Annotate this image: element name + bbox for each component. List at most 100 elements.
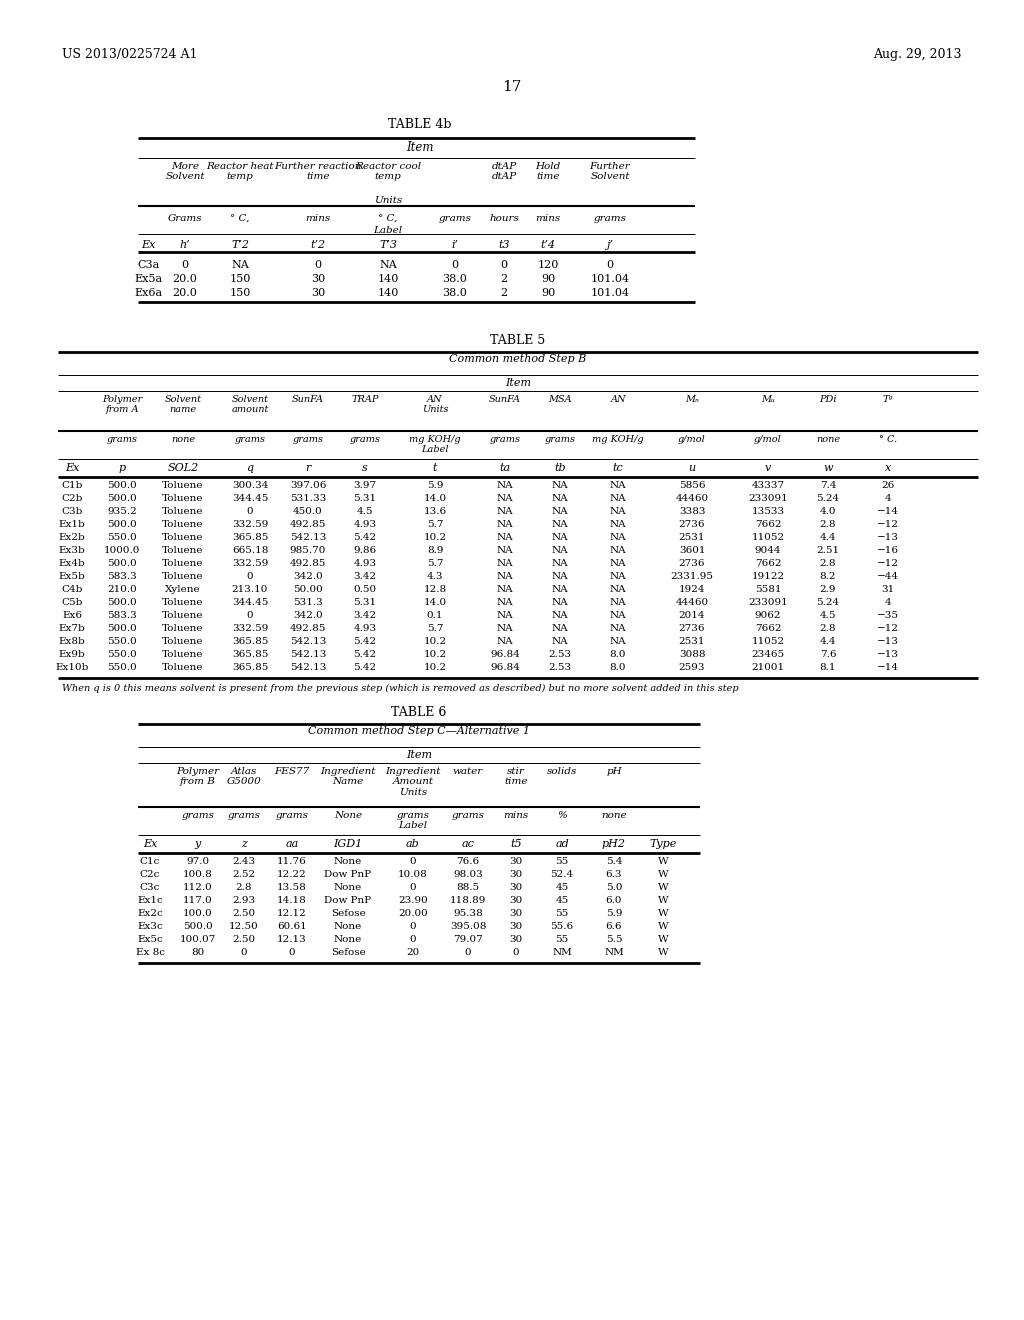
Text: NA: NA xyxy=(497,533,513,543)
Text: 4.93: 4.93 xyxy=(353,520,377,529)
Text: 500.0: 500.0 xyxy=(183,921,213,931)
Text: 5.31: 5.31 xyxy=(353,494,377,503)
Text: Ex2b: Ex2b xyxy=(58,533,85,543)
Text: Toluene: Toluene xyxy=(162,649,204,659)
Text: Toluene: Toluene xyxy=(162,520,204,529)
Text: 492.85: 492.85 xyxy=(290,624,327,634)
Text: grams: grams xyxy=(489,436,520,444)
Text: t’2: t’2 xyxy=(310,240,326,249)
Text: 11052: 11052 xyxy=(752,638,784,645)
Text: NM: NM xyxy=(552,948,571,957)
Text: 44460: 44460 xyxy=(676,598,709,607)
Text: 30: 30 xyxy=(509,935,522,944)
Text: z: z xyxy=(241,840,247,849)
Text: 90: 90 xyxy=(541,275,555,284)
Text: 5.9: 5.9 xyxy=(427,480,443,490)
Text: Toluene: Toluene xyxy=(162,638,204,645)
Text: Solvent
amount: Solvent amount xyxy=(231,395,268,414)
Text: Sefose: Sefose xyxy=(331,909,366,917)
Text: 2736: 2736 xyxy=(679,558,706,568)
Text: None: None xyxy=(334,857,362,866)
Text: 5.0: 5.0 xyxy=(606,883,623,892)
Text: 300.34: 300.34 xyxy=(231,480,268,490)
Text: t: t xyxy=(433,463,437,473)
Text: 0: 0 xyxy=(247,572,253,581)
Text: 0: 0 xyxy=(181,260,188,271)
Text: ad: ad xyxy=(555,840,569,849)
Text: −12: −12 xyxy=(877,624,899,634)
Text: T’2: T’2 xyxy=(231,240,249,249)
Text: 5.24: 5.24 xyxy=(816,598,840,607)
Text: 11052: 11052 xyxy=(752,533,784,543)
Text: 117.0: 117.0 xyxy=(183,896,213,906)
Text: 150: 150 xyxy=(229,275,251,284)
Text: t5: t5 xyxy=(510,840,522,849)
Text: NA: NA xyxy=(497,480,513,490)
Text: mg KOH/g: mg KOH/g xyxy=(592,436,644,444)
Text: None: None xyxy=(334,935,362,944)
Text: 2.9: 2.9 xyxy=(820,585,837,594)
Text: 96.84: 96.84 xyxy=(490,649,520,659)
Text: 2.8: 2.8 xyxy=(236,883,252,892)
Text: −12: −12 xyxy=(877,520,899,529)
Text: SOL2: SOL2 xyxy=(167,463,199,473)
Text: h’: h’ xyxy=(179,240,190,249)
Text: NA: NA xyxy=(609,546,627,554)
Text: 342.0: 342.0 xyxy=(293,611,323,620)
Text: Item: Item xyxy=(505,378,531,388)
Text: 5.4: 5.4 xyxy=(606,857,623,866)
Text: 550.0: 550.0 xyxy=(108,663,137,672)
Text: NA: NA xyxy=(497,558,513,568)
Text: 4.0: 4.0 xyxy=(820,507,837,516)
Text: SunFA: SunFA xyxy=(292,395,324,404)
Text: NA: NA xyxy=(609,494,627,503)
Text: W: W xyxy=(657,870,669,879)
Text: 26: 26 xyxy=(882,480,895,490)
Text: 38.0: 38.0 xyxy=(442,275,467,284)
Text: 935.2: 935.2 xyxy=(108,507,137,516)
Text: 5581: 5581 xyxy=(755,585,781,594)
Text: NA: NA xyxy=(552,558,568,568)
Text: AN
Units: AN Units xyxy=(422,395,449,414)
Text: ° C,: ° C, xyxy=(230,214,250,223)
Text: pH: pH xyxy=(606,767,622,776)
Text: 2736: 2736 xyxy=(679,520,706,529)
Text: 3.42: 3.42 xyxy=(353,572,377,581)
Text: 365.85: 365.85 xyxy=(231,638,268,645)
Text: NA: NA xyxy=(609,638,627,645)
Text: 140: 140 xyxy=(377,275,398,284)
Text: NA: NA xyxy=(552,480,568,490)
Text: Mᵤ: Mᵤ xyxy=(761,395,775,404)
Text: 5.42: 5.42 xyxy=(353,663,377,672)
Text: Ex1b: Ex1b xyxy=(58,520,85,529)
Text: 118.89: 118.89 xyxy=(450,896,486,906)
Text: −12: −12 xyxy=(877,558,899,568)
Text: 342.0: 342.0 xyxy=(293,572,323,581)
Text: Atlas
G5000: Atlas G5000 xyxy=(226,767,261,787)
Text: NA: NA xyxy=(552,494,568,503)
Text: 55: 55 xyxy=(555,857,568,866)
Text: grams: grams xyxy=(452,810,484,820)
Text: C2c: C2c xyxy=(140,870,160,879)
Text: 3601: 3601 xyxy=(679,546,706,554)
Text: 13533: 13533 xyxy=(752,507,784,516)
Text: t’4: t’4 xyxy=(541,240,556,249)
Text: 8.0: 8.0 xyxy=(609,663,627,672)
Text: NA: NA xyxy=(552,520,568,529)
Text: Grams: Grams xyxy=(168,214,203,223)
Text: 0.1: 0.1 xyxy=(427,611,443,620)
Text: Ingredient
Name: Ingredient Name xyxy=(321,767,376,787)
Text: 101.04: 101.04 xyxy=(591,288,630,298)
Text: NA: NA xyxy=(609,507,627,516)
Text: −44: −44 xyxy=(877,572,899,581)
Text: 80: 80 xyxy=(191,948,205,957)
Text: NA: NA xyxy=(497,520,513,529)
Text: 52.4: 52.4 xyxy=(551,870,573,879)
Text: 0: 0 xyxy=(452,260,459,271)
Text: Common method Step C—Alternative 1: Common method Step C—Alternative 1 xyxy=(308,726,530,737)
Text: NA: NA xyxy=(497,507,513,516)
Text: aa: aa xyxy=(286,840,299,849)
Text: 2: 2 xyxy=(501,288,508,298)
Text: 2736: 2736 xyxy=(679,624,706,634)
Text: −13: −13 xyxy=(877,638,899,645)
